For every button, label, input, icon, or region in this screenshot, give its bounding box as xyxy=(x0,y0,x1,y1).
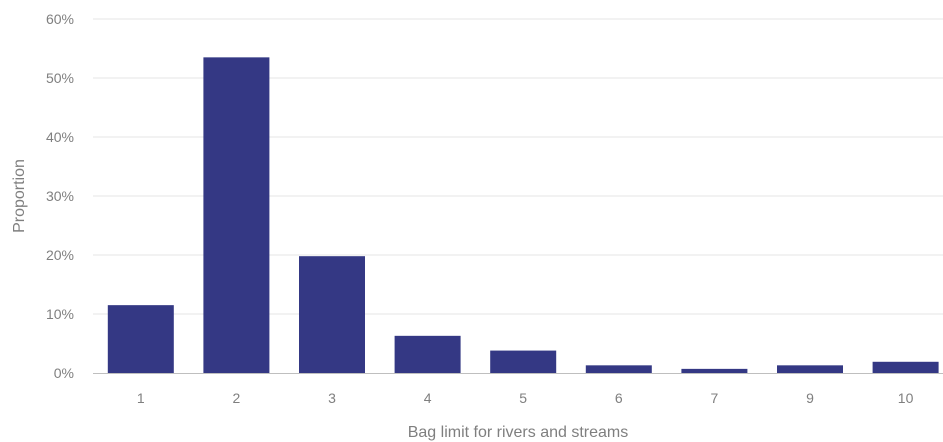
x-tick-label: 3 xyxy=(328,390,336,406)
x-tick-label: 5 xyxy=(519,390,527,406)
x-axis-title: Bag limit for rivers and streams xyxy=(408,424,629,441)
bar-7 xyxy=(681,368,748,373)
x-axis-ticks: 1 2 3 4 5 6 7 9 10 xyxy=(137,390,914,406)
bar-2 xyxy=(203,57,270,373)
y-tick-label: 50% xyxy=(46,70,74,86)
bar-6 xyxy=(585,365,652,373)
x-tick-label: 9 xyxy=(806,390,814,406)
y-tick-label: 40% xyxy=(46,129,74,145)
y-axis-title: Proportion xyxy=(11,159,28,233)
bars xyxy=(107,57,939,373)
x-tick-label: 4 xyxy=(424,390,432,406)
x-tick-label: 10 xyxy=(898,390,914,406)
y-tick-label: 60% xyxy=(46,11,74,27)
x-tick-label: 2 xyxy=(233,390,241,406)
x-tick-label: 7 xyxy=(711,390,719,406)
y-tick-label: 20% xyxy=(46,247,74,263)
bar-9 xyxy=(777,365,843,373)
x-tick-label: 1 xyxy=(137,390,145,406)
bar-10 xyxy=(872,361,939,373)
bar-5 xyxy=(490,350,557,373)
y-tick-label: 30% xyxy=(46,188,74,204)
bar-4 xyxy=(394,335,461,373)
bar-1 xyxy=(107,305,174,373)
bar-3 xyxy=(299,256,365,373)
y-axis-ticks: 0% 10% 20% 30% 40% 50% 60% xyxy=(46,11,74,381)
x-tick-label: 6 xyxy=(615,390,623,406)
y-tick-label: 10% xyxy=(46,306,74,322)
y-tick-label: 0% xyxy=(54,365,74,381)
